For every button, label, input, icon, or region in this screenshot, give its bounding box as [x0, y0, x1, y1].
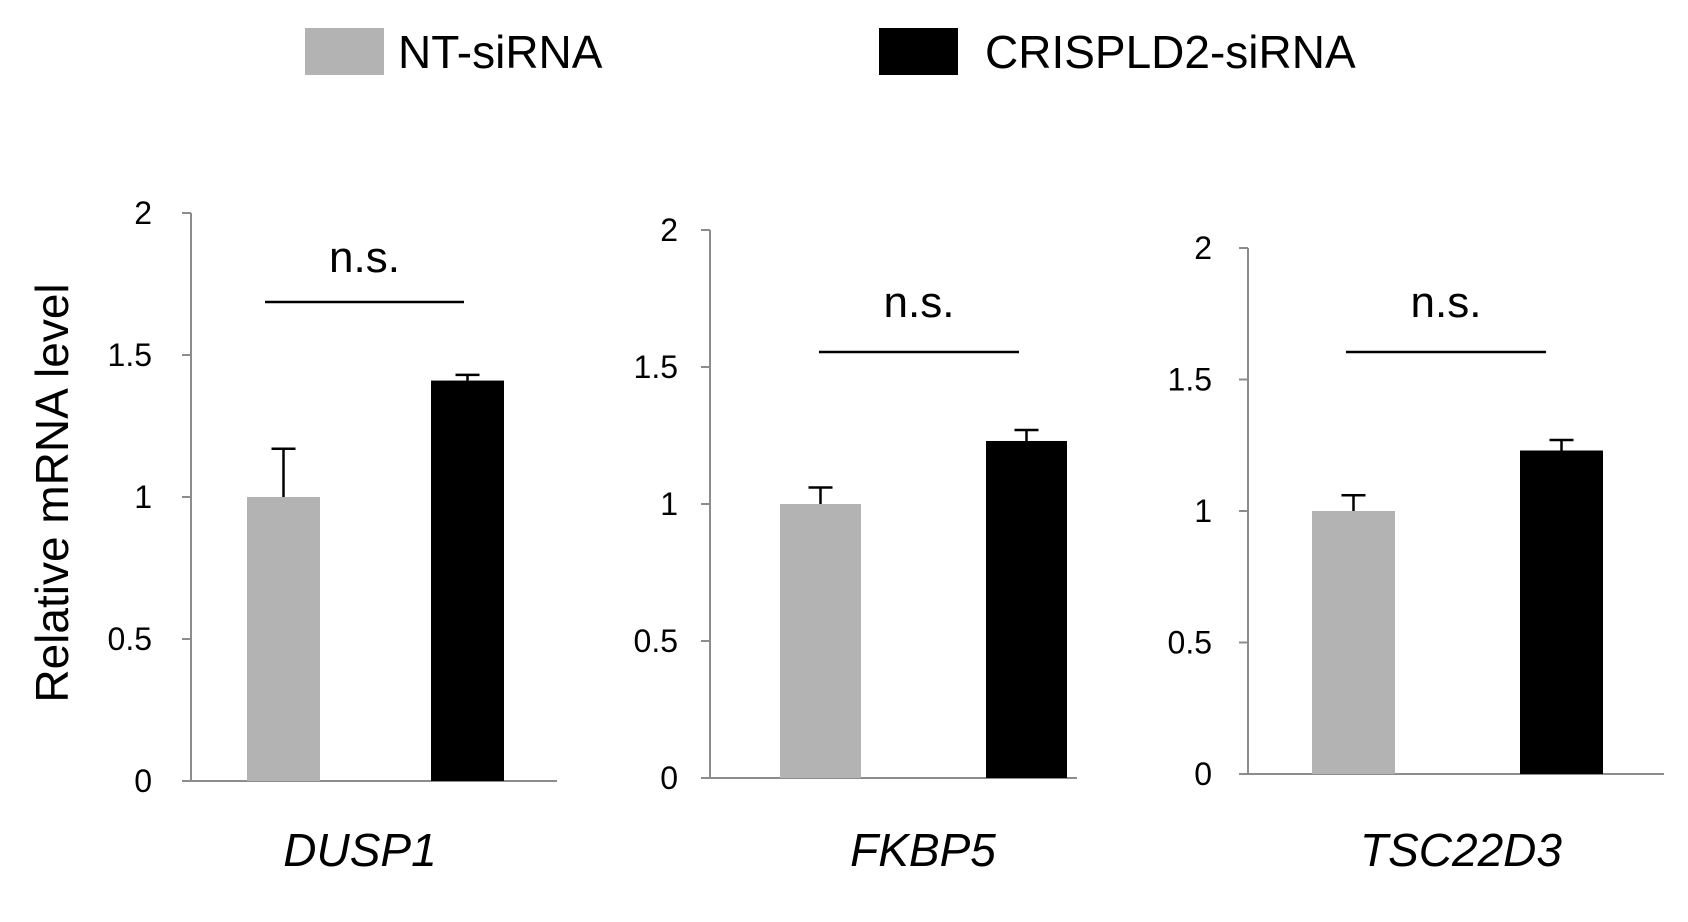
- error-bar-nt-sirna-dusp1: [271, 447, 296, 497]
- y-tick-label-tsc22d3: 0: [1194, 756, 1212, 792]
- bar-crispld2-sirna-dusp1: [431, 380, 504, 781]
- legend-item-crispld2-sirna: CRISPLD2-siRNA: [879, 26, 1356, 78]
- error-bar-nt-sirna-fkbp5: [808, 486, 833, 504]
- bar-crispld2-sirna-fkbp5: [986, 440, 1067, 778]
- y-tick-label-dusp1: 2: [134, 195, 152, 231]
- y-tick-label-dusp1: 1: [134, 479, 152, 515]
- bar-nt-sirna-fkbp5: [780, 504, 861, 778]
- panel-fkbp5: 0 0.5 1 1.5 2 n.s. FKBP5: [634, 212, 1077, 876]
- legend: NT-siRNA CRISPLD2-siRNA: [305, 26, 1356, 78]
- bar-crispld2-sirna-tsc22d3: [1520, 450, 1603, 774]
- y-tick-label-dusp1: 1.5: [108, 337, 152, 373]
- bar-nt-sirna-tsc22d3: [1312, 511, 1395, 774]
- y-tick-label-dusp1: 0: [134, 763, 152, 799]
- legend-label-nt-sirna: NT-siRNA: [398, 26, 603, 78]
- legend-label-crispld2-sirna: CRISPLD2-siRNA: [985, 26, 1356, 78]
- y-tick-label-tsc22d3: 0.5: [1168, 625, 1212, 661]
- error-bar-crispld2-sirna-dusp1: [455, 373, 480, 381]
- category-label-dusp1: DUSP1: [283, 824, 436, 876]
- significance-label-tsc22d3: n.s.: [1411, 278, 1482, 327]
- y-tick-label-fkbp5: 0: [660, 760, 678, 796]
- y-tick-label-dusp1: 0.5: [108, 621, 152, 657]
- error-bar-crispld2-sirna-fkbp5: [1014, 428, 1039, 441]
- legend-swatch-crispld2-sirna: [879, 28, 958, 75]
- y-tick-label-tsc22d3: 2: [1194, 230, 1212, 266]
- significance-label-fkbp5: n.s.: [884, 278, 955, 327]
- significance-label-dusp1: n.s.: [329, 233, 400, 282]
- error-bar-nt-sirna-tsc22d3: [1341, 493, 1366, 511]
- y-axis-label: Relative mRNA level: [26, 283, 78, 702]
- panel-dusp1: 0 0.5 1 1.5 2 n.s. DUSP1: [108, 195, 557, 876]
- y-tick-label-fkbp5: 1: [660, 486, 678, 522]
- category-label-tsc22d3: TSC22D3: [1360, 824, 1562, 876]
- y-tick-label-fkbp5: 2: [660, 212, 678, 248]
- legend-item-nt-sirna: NT-siRNA: [305, 26, 603, 78]
- y-tick-label-fkbp5: 1.5: [634, 349, 678, 385]
- y-tick-label-tsc22d3: 1.5: [1168, 362, 1212, 398]
- panel-tsc22d3: 0 0.5 1 1.5 2 n.s. TSC22D3: [1168, 230, 1664, 876]
- y-tick-label-tsc22d3: 1: [1194, 493, 1212, 529]
- y-tick-label-fkbp5: 0.5: [634, 623, 678, 659]
- bar-nt-sirna-dusp1: [247, 497, 320, 781]
- category-label-fkbp5: FKBP5: [850, 824, 996, 876]
- legend-swatch-nt-sirna: [305, 28, 384, 75]
- error-bar-crispld2-sirna-tsc22d3: [1549, 438, 1574, 451]
